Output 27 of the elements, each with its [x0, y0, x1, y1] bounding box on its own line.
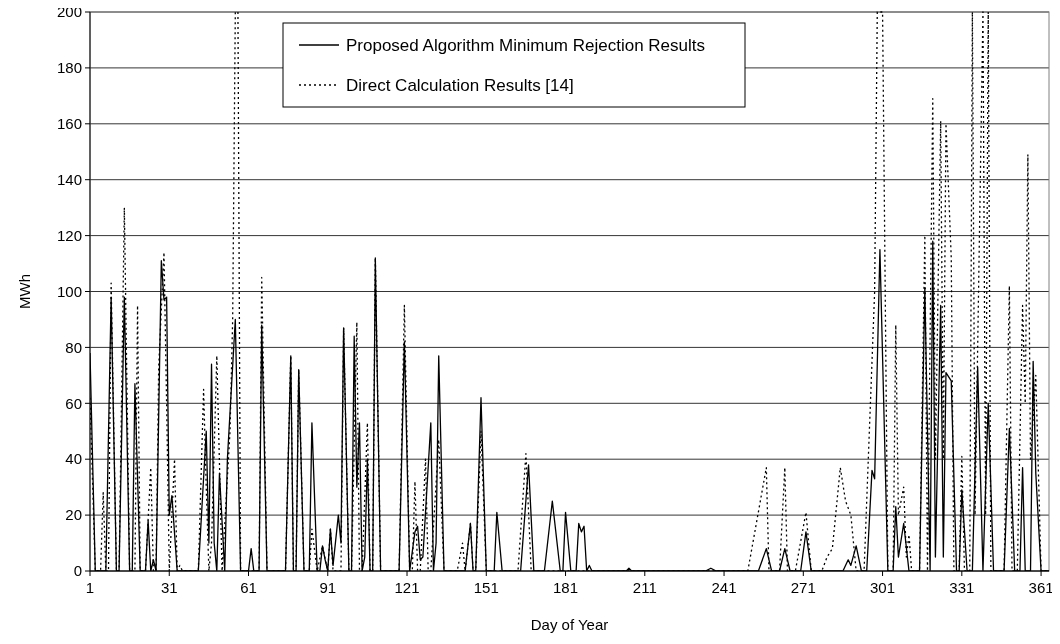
y-tick-label: 20 — [65, 506, 82, 524]
y-axis-title: MWh — [16, 274, 33, 309]
x-tick-label: 241 — [711, 579, 737, 596]
x-tick-label: 361 — [1028, 579, 1054, 596]
y-tick-label: 160 — [56, 115, 82, 133]
x-axis-title: Day of Year — [530, 616, 609, 633]
y-tick-label: 180 — [56, 59, 82, 77]
x-tick-label: 121 — [394, 579, 420, 596]
x-tick-label: 61 — [240, 579, 257, 596]
x-tick-label: 301 — [870, 579, 896, 596]
x-tick-label: 1 — [85, 579, 95, 596]
y-tick-label: 100 — [56, 282, 82, 300]
x-tick-label: 91 — [319, 579, 337, 596]
x-tick-label: 211 — [632, 579, 657, 596]
y-tick-label: 120 — [56, 226, 82, 244]
x-tick-label: 151 — [473, 579, 499, 596]
y-tick-label: 60 — [65, 394, 82, 412]
x-tick-label: 331 — [949, 579, 975, 596]
y-tick-label: 0 — [73, 562, 82, 580]
x-tick-label: 271 — [790, 579, 816, 596]
y-tick-label: 40 — [65, 450, 82, 468]
legend-label: Direct Calculation Results [14] — [346, 75, 574, 95]
legend-label: Proposed Algorithm Minimum Rejection Results — [346, 35, 706, 55]
y-tick-label: 80 — [65, 338, 82, 356]
y-tick-label: 140 — [56, 170, 82, 188]
x-tick-label: 31 — [160, 579, 178, 596]
x-tick-label: 181 — [553, 579, 579, 596]
